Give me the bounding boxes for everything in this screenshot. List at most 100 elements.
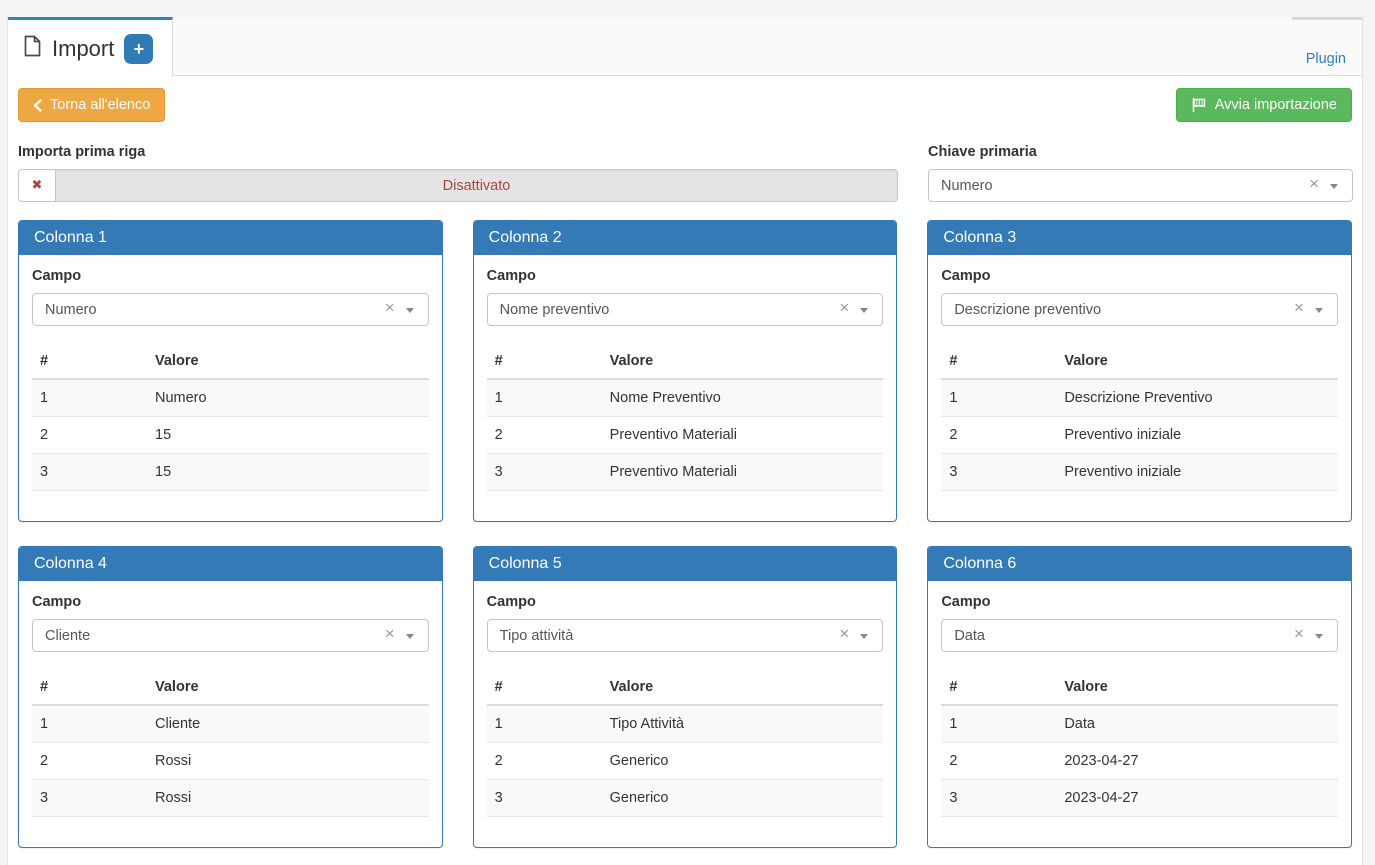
chevron-down-icon[interactable] [1330, 184, 1338, 189]
chevron-down-icon[interactable] [860, 308, 869, 313]
column-card: Colonna 4 Campo Cliente × # Valore 1 Clie… [18, 546, 443, 848]
row-value-cell: 15 [155, 464, 172, 480]
index-column-header: # [32, 670, 147, 706]
campo-select-value: Nome preventivo [499, 301, 610, 318]
campo-select[interactable]: Tipo attività × [486, 619, 884, 652]
first-row-status-field: Disattivato [56, 169, 898, 202]
disable-x-button[interactable]: ✖ [18, 169, 56, 202]
chevron-down-icon[interactable] [405, 634, 414, 639]
table-row: 2 Generico [486, 743, 884, 780]
column-card: Colonna 6 Campo Data × # Valore 1 Data 2 20… [927, 546, 1352, 848]
index-column-header: # [941, 670, 1057, 706]
column-card-body: Campo Data × # Valore 1 Data 2 2023-04-27 3 2… [928, 581, 1351, 847]
column-card: Colonna 1 Campo Numero × # Valore 1 Numer… [18, 220, 443, 522]
row-value-cell: Preventivo Materiali [609, 427, 737, 443]
table-row: 1 Data [941, 705, 1338, 743]
campo-label: Campo [941, 268, 991, 284]
table-row: 1 Descrizione Preventivo [941, 379, 1338, 417]
flag-checkered-icon [1191, 97, 1207, 113]
row-index-cell: 2 [494, 427, 503, 443]
campo-select-value: Data [954, 627, 985, 644]
primary-key-select[interactable]: Numero × [928, 169, 1353, 202]
value-column-header: Valore [1056, 344, 1338, 380]
clear-selection-icon[interactable]: × [839, 298, 850, 317]
preview-table: # Valore 1 Cliente 2 Rossi 3 Rossi [32, 670, 429, 817]
table-header-row: # Valore [486, 344, 884, 380]
chevron-left-icon [33, 98, 42, 112]
value-column-header: Valore [147, 344, 429, 380]
chevron-down-icon[interactable] [860, 634, 869, 639]
toolbar: Torna all'elenco Avvia importazione [18, 88, 1352, 122]
index-column-header: # [941, 344, 1057, 380]
row-value-cell: Cliente [155, 716, 201, 732]
primary-key-field: Chiave primaria Numero × [928, 144, 1353, 202]
table-header-row: # Valore [32, 670, 429, 706]
campo-select[interactable]: Data × [941, 619, 1338, 652]
chevron-down-icon[interactable] [1314, 634, 1323, 639]
campo-label: Campo [486, 268, 536, 284]
row-value-cell: Data [1064, 716, 1095, 732]
table-row: 2 Preventivo iniziale [941, 417, 1338, 454]
column-card-body: Campo Nome preventivo × # Valore 1 Nome P… [474, 255, 897, 521]
campo-select-value: Descrizione preventivo [954, 301, 1102, 318]
row-value-cell: Rossi [155, 753, 192, 769]
table-row: 1 Cliente [32, 705, 429, 743]
table-row: 3 Preventivo iniziale [941, 453, 1338, 491]
column-card-title: Colonna 1 [19, 221, 442, 255]
column-card-title: Colonna 4 [19, 547, 442, 581]
chevron-down-icon[interactable] [1314, 308, 1323, 313]
value-column-header: Valore [601, 344, 884, 380]
tab-bar: Import + Plugin [8, 17, 1362, 77]
row-index-cell: 1 [949, 716, 958, 732]
campo-select[interactable]: Cliente × [32, 619, 429, 652]
clear-selection-icon[interactable]: × [839, 624, 850, 643]
primary-key-label: Chiave primaria [928, 144, 1037, 160]
table-row: 3 15 [32, 453, 429, 491]
table-row: 2 Preventivo Materiali [486, 417, 884, 454]
row-index-cell: 3 [949, 464, 958, 480]
columns-grid: Colonna 1 Campo Numero × # Valore 1 Numer… [18, 220, 1352, 848]
row-index-cell: 1 [494, 390, 503, 406]
row-value-cell: Numero [155, 390, 207, 406]
preview-table: # Valore 1 Tipo Attività 2 Generico 3 Generic… [486, 670, 884, 817]
preview-table: # Valore 1 Descrizione Preventivo 2 Prevent… [941, 344, 1338, 491]
row-value-cell: Preventivo iniziale [1064, 427, 1182, 443]
row-value-cell: Preventivo iniziale [1064, 464, 1182, 480]
clear-selection-icon[interactable]: × [384, 298, 395, 317]
clear-selection-icon[interactable]: × [1309, 174, 1319, 193]
import-options-row: Importa prima riga ✖ Disattivato Chiave … [18, 144, 1353, 202]
chevron-down-icon[interactable] [405, 308, 414, 313]
column-card-body: Campo Tipo attività × # Valore 1 Tipo Att… [474, 581, 897, 847]
row-index-cell: 2 [40, 753, 49, 769]
value-column-header: Valore [147, 670, 429, 706]
column-card-title: Colonna 6 [928, 547, 1351, 581]
row-index-cell: 1 [40, 390, 49, 406]
campo-select[interactable]: Descrizione preventivo × [941, 293, 1338, 326]
clear-selection-icon[interactable]: × [1294, 298, 1304, 317]
table-header-row: # Valore [941, 344, 1338, 380]
row-index-cell: 3 [494, 790, 503, 806]
row-index-cell: 1 [40, 716, 49, 732]
tab-import[interactable]: Import + [8, 17, 173, 77]
column-card-title: Colonna 3 [928, 221, 1351, 255]
column-card-body: Campo Cliente × # Valore 1 Cliente 2 Rossi 3… [19, 581, 442, 847]
start-import-button[interactable]: Avvia importazione [1175, 88, 1352, 122]
first-row-field: Importa prima riga ✖ Disattivato [18, 144, 898, 202]
table-header-row: # Valore [486, 670, 884, 706]
preview-table: # Valore 1 Nome Preventivo 2 Preventivo Mat… [486, 344, 884, 491]
campo-select[interactable]: Nome preventivo × [486, 293, 884, 326]
table-row: 3 2023-04-27 [941, 779, 1338, 817]
column-card: Colonna 5 Campo Tipo attività × # Valore… [472, 546, 898, 848]
campo-label: Campo [32, 594, 82, 610]
back-to-list-button[interactable]: Torna all'elenco [18, 88, 166, 122]
row-value-cell: Rossi [155, 790, 192, 806]
index-column-header: # [32, 344, 147, 380]
campo-label: Campo [32, 268, 82, 284]
clear-selection-icon[interactable]: × [1294, 624, 1304, 643]
clear-selection-icon[interactable]: × [384, 624, 395, 643]
index-column-header: # [486, 670, 602, 706]
campo-select[interactable]: Numero × [32, 293, 429, 326]
value-column-header: Valore [1056, 670, 1338, 706]
plugin-link[interactable]: Plugin [1305, 51, 1346, 67]
add-tab-button[interactable]: + [124, 33, 154, 64]
